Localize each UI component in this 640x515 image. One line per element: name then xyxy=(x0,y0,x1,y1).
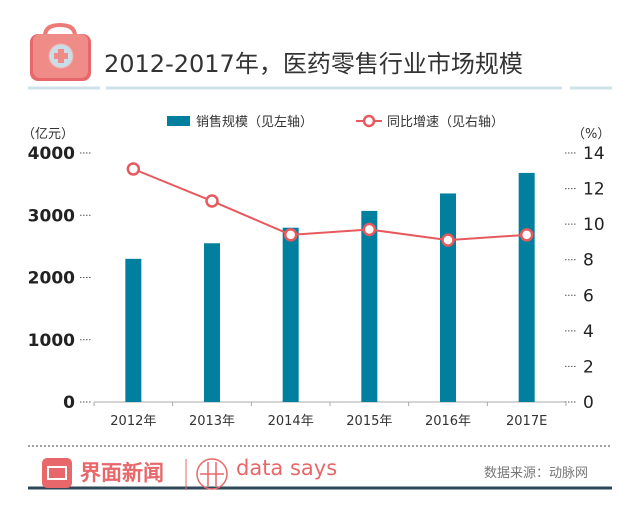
y-right-tick-label: 14 xyxy=(583,144,605,164)
y-right-tick-label: 10 xyxy=(583,215,605,235)
legend-bar-label: 销售规模（见左轴） xyxy=(196,114,313,130)
x-tick-label: 2014年 xyxy=(268,414,314,429)
x-tick-label: 2012年 xyxy=(110,414,156,429)
growth-point xyxy=(283,228,298,242)
bar xyxy=(440,193,456,402)
bar xyxy=(282,227,299,402)
y-right-tick-label: 8 xyxy=(583,251,594,271)
jiemian-logo-icon xyxy=(42,458,72,488)
growth-point xyxy=(205,194,219,208)
y-left-tick-label: 2000 xyxy=(28,269,75,289)
y-right-tick-label: 0 xyxy=(583,393,594,413)
bar xyxy=(518,172,535,402)
data-source: 数据来源：动脉网 xyxy=(483,466,588,481)
y-right-label: （%） xyxy=(572,127,610,142)
y-left-tick-label: 3000 xyxy=(28,206,75,226)
x-tick-label: 2015年 xyxy=(346,414,392,429)
legend-line-swatch xyxy=(356,114,382,128)
bar xyxy=(204,243,220,402)
medical-kit-icon xyxy=(30,22,91,81)
growth-point xyxy=(519,228,534,242)
datasays-logo-icon xyxy=(196,458,228,490)
growth-point xyxy=(441,233,455,247)
brand-datasays: data says xyxy=(236,456,338,480)
y-right-tick-label: 4 xyxy=(583,322,594,342)
y-right-tick-label: 6 xyxy=(583,286,594,306)
brand-jiemian: 界面新闻 xyxy=(80,461,164,485)
growth-line xyxy=(132,168,527,242)
growth-point xyxy=(126,162,141,176)
page-title: 2012-2017年，医药零售行业市场规模 xyxy=(104,50,523,78)
y-left-tick-label: 0 xyxy=(63,393,75,413)
bar xyxy=(361,210,378,402)
y-right-tick-label: 2 xyxy=(583,357,594,377)
legend-line-label: 同比增速（见右轴） xyxy=(387,115,504,130)
growth-point xyxy=(362,222,377,237)
y-left-label: （亿元） xyxy=(22,127,74,142)
x-tick-label: 2017E xyxy=(506,414,547,429)
bar xyxy=(125,258,142,402)
y-left-tick-label: 4000 xyxy=(28,144,75,164)
x-tick-label: 2016年 xyxy=(425,414,471,429)
y-right-tick-label: 12 xyxy=(583,180,605,200)
legend-bar-swatch xyxy=(167,116,190,126)
x-tick-label: 2013年 xyxy=(189,414,235,429)
y-left-tick-label: 1000 xyxy=(28,331,75,351)
